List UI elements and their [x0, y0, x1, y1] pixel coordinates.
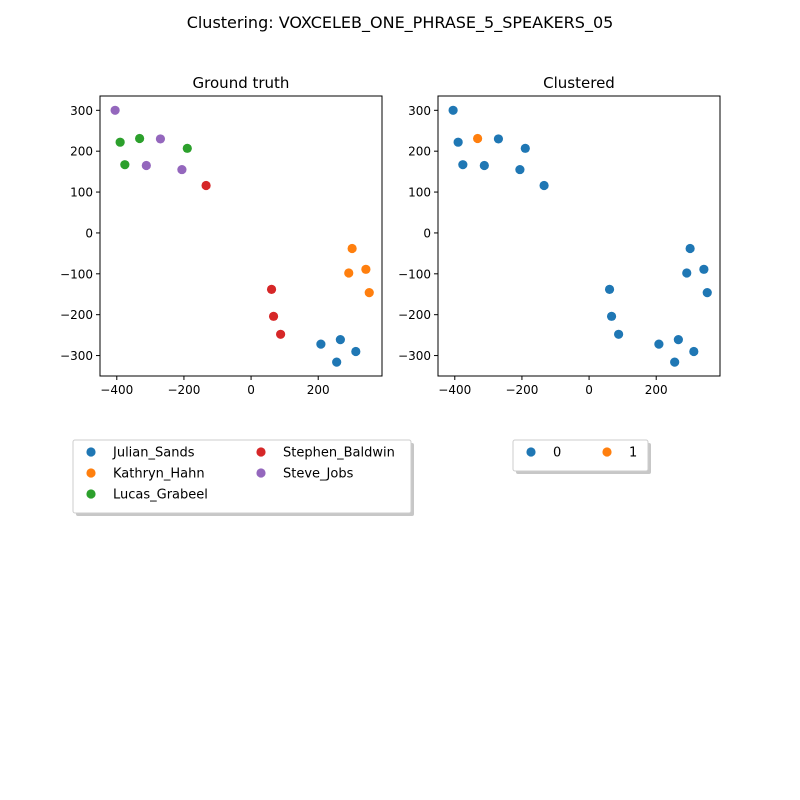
- chart-2-point-0-13: [604, 284, 615, 294]
- chart-1-xtick-label: −200: [167, 383, 200, 397]
- chart-2-point-0-7: [699, 264, 709, 274]
- chart-2-point-0-4: [689, 346, 699, 357]
- chart-2-ytick-label: 100: [408, 186, 431, 200]
- chart-1-ytick-label: −300: [60, 349, 93, 363]
- chart-1: Ground truth −400 −200 0 200 −300 −200 −100 0 100…: [60, 74, 414, 516]
- chart-1-point-steve-jobs-1: [110, 105, 120, 115]
- chart-1-point-stephen-baldwin-3: [268, 311, 279, 321]
- chart-2-point-0-16: [448, 105, 458, 115]
- chart-1-point-lucas-grabeel-2: [120, 160, 130, 170]
- chart-1-xtick-label: 0: [247, 383, 255, 397]
- chart-2-legend-box: [512, 439, 649, 472]
- chart-2-xtick-label: −200: [505, 383, 538, 397]
- chart-2-point-0-12: [539, 180, 549, 191]
- chart-1-point-kathryn-hahn-1: [347, 243, 357, 254]
- chart-2-point-0-5: [685, 243, 695, 254]
- chart-1-legend-box: [72, 439, 412, 514]
- chart-2-ytick-label: −100: [398, 267, 431, 281]
- chart-1-legend-label-kathryn-hahn: Kathryn_Hahn: [113, 467, 205, 482]
- chart-1-point-steve-jobs-2: [141, 160, 151, 171]
- chart-1-points: [110, 105, 374, 367]
- chart-1-legend-marker-stephen-baldwin: [256, 447, 266, 457]
- chart-1-point-julian-sands-3: [332, 357, 342, 367]
- chart-1-point-julian-sands-1: [316, 339, 326, 349]
- chart-2-legend-marker-0: [526, 447, 536, 457]
- chart-2-point-0-10: [458, 160, 468, 170]
- chart-1-point-stephen-baldwin-4: [276, 329, 286, 339]
- chart-2-ytick-label: 200: [408, 145, 431, 159]
- chart-2-point-1-1: [473, 133, 483, 144]
- chart-2-point-0-11: [520, 143, 530, 153]
- chart-2-ytick-label: 0: [423, 226, 431, 240]
- chart-2-ytick-label: 300: [408, 104, 431, 118]
- figure-title: Clustering: VOXCELEB_ONE_PHRASE_5_SPEAKE…: [187, 13, 614, 33]
- chart-1-point-stephen-baldwin-2: [266, 284, 277, 294]
- chart-2-ytick-label: −200: [398, 308, 431, 322]
- chart-1-ytick-label: 200: [70, 145, 93, 159]
- chart-1-point-kathryn-hahn-3: [361, 264, 371, 274]
- chart-1-point-steve-jobs-4: [177, 164, 187, 175]
- chart-1-legend-marker-kathryn-hahn: [86, 468, 96, 478]
- chart-2-title: Clustered: [543, 74, 615, 92]
- chart-1-legend-label-lucas-grabeel: Lucas_Grabeel: [113, 488, 208, 503]
- chart-2-point-0-15: [614, 329, 624, 339]
- charts: Ground truth−400 −200 0 200−300−200−1000100…: [60, 74, 721, 516]
- chart-1-point-kathryn-hahn-2: [344, 268, 354, 278]
- chart-1-point-julian-sands-4: [351, 346, 361, 357]
- chart-1-point-lucas-grabeel-3: [135, 133, 145, 144]
- chart-2-point-0-3: [670, 357, 680, 367]
- chart-1-ytick-label: 100: [70, 186, 93, 200]
- chart-2-point-0-8: [702, 288, 712, 298]
- chart-1-point-julian-sands-2: [335, 335, 345, 345]
- chart-2-point-0-6: [682, 268, 692, 278]
- chart-1-plot-area: [99, 95, 383, 377]
- chart-1-legend-marker-julian-sands: [86, 447, 96, 457]
- chart-1-point-lucas-grabeel-1: [115, 137, 125, 147]
- chart-1-point-steve-jobs-3: [155, 134, 166, 144]
- chart-2-points: [448, 105, 712, 367]
- chart-2-point-0-18: [493, 134, 504, 144]
- chart-1-legend: Julian_Sands Kathryn_Hahn Lucas_Grabeel Ste…: [72, 439, 414, 516]
- chart-1-point-kathryn-hahn-4: [364, 288, 374, 298]
- chart-1-xtick-label: 200: [307, 383, 330, 397]
- chart-2-plot-area: [437, 95, 721, 377]
- chart-1-xtick-label: −400: [100, 383, 133, 397]
- chart-1-legend-marker-lucas-grabeel: [86, 489, 96, 499]
- chart-2-point-0-9: [453, 137, 463, 147]
- chart-1-legend-label-steve-jobs: Steve_Jobs: [283, 467, 354, 482]
- chart-2-legend-label-1: 1: [629, 446, 637, 461]
- chart-1-ytick-label: 300: [70, 104, 93, 118]
- chart-1-ytick-label: −200: [60, 308, 93, 322]
- chart-2-point-0-19: [515, 164, 525, 175]
- chart-2-xtick-label: −400: [438, 383, 471, 397]
- chart-1-ytick-label: 0: [85, 226, 93, 240]
- chart-1-legend-marker-steve-jobs: [256, 468, 266, 478]
- chart-1-legend-label-julian-sands: Julian_Sands: [112, 446, 195, 461]
- chart-2: Clustered−400 −200 0 200−300−200−1000100200…: [398, 74, 721, 474]
- chart-2-point-0-17: [479, 160, 489, 171]
- chart-2-legend-marker-1: [602, 447, 612, 457]
- chart-1-title: Ground truth: [193, 74, 290, 92]
- chart-2-point-0-2: [673, 335, 683, 345]
- chart-2-xtick-label: 200: [645, 383, 668, 397]
- chart-1-ytick-label: −100: [60, 267, 93, 281]
- chart-2-ytick-label: −300: [398, 349, 431, 363]
- chart-1-point-lucas-grabeel-4: [182, 143, 192, 153]
- chart-2-point-0-1: [654, 339, 664, 349]
- chart-2-xtick-label: 0: [585, 383, 593, 397]
- chart-2-point-0-14: [606, 311, 617, 321]
- chart-1-point-stephen-baldwin-1: [201, 180, 211, 191]
- chart-2-legend-label-0: 0: [553, 446, 561, 461]
- chart-1-legend-label-stephen-baldwin: Stephen_Baldwin: [283, 446, 395, 461]
